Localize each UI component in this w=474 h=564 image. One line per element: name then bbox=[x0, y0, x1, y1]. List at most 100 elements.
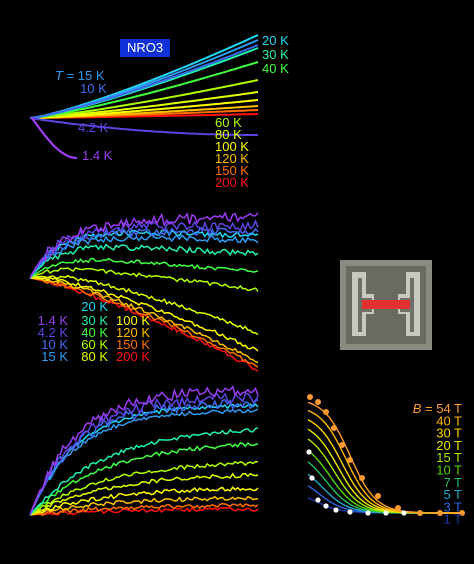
label-text: 80 K bbox=[215, 127, 242, 142]
label: 80 K bbox=[215, 127, 242, 142]
label-text: 10 K bbox=[41, 337, 68, 352]
label: 150 K bbox=[116, 337, 150, 352]
point bbox=[339, 442, 345, 448]
label-text: 20 K bbox=[262, 33, 289, 48]
label-symbol: T bbox=[55, 68, 67, 83]
label: 40 K bbox=[81, 325, 108, 340]
label: 4.2 K bbox=[38, 325, 69, 340]
label: 120 K bbox=[116, 325, 150, 340]
label: 200 K bbox=[215, 175, 249, 190]
label: 100 K bbox=[215, 139, 249, 154]
label-text: 30 K bbox=[81, 313, 108, 328]
curve bbox=[29, 243, 259, 279]
curve bbox=[29, 277, 259, 368]
label: 60 K bbox=[81, 337, 108, 352]
label: 20 K bbox=[262, 33, 289, 48]
label: 40 K bbox=[262, 61, 289, 76]
label-text: 20 K bbox=[81, 299, 108, 314]
point bbox=[315, 497, 321, 503]
label: 120 K bbox=[215, 151, 249, 166]
curve bbox=[29, 117, 258, 136]
label-text: 120 K bbox=[116, 325, 150, 340]
point bbox=[309, 475, 315, 481]
label-text: 30 K bbox=[262, 47, 289, 62]
label-text: 1.4 K bbox=[82, 148, 113, 163]
curve bbox=[29, 274, 259, 336]
point bbox=[347, 457, 353, 463]
label: 20 T bbox=[436, 438, 462, 453]
curve bbox=[29, 495, 259, 516]
point bbox=[395, 505, 401, 511]
sample-label: NRO3 bbox=[127, 40, 163, 55]
label-text: 30 T bbox=[436, 426, 462, 441]
curve bbox=[31, 117, 78, 160]
point bbox=[459, 510, 465, 516]
label-text: = 54 T bbox=[425, 401, 462, 416]
curve bbox=[29, 441, 259, 516]
curve bbox=[29, 79, 259, 119]
label-text: 4.2 K bbox=[38, 325, 69, 340]
curve bbox=[29, 398, 259, 516]
label: 150 K bbox=[215, 163, 249, 178]
curve bbox=[29, 211, 259, 279]
label: 3 T bbox=[443, 500, 462, 515]
label-text: 20 T bbox=[436, 438, 462, 453]
label: T = 15 K bbox=[55, 68, 105, 83]
label: 40 T bbox=[436, 414, 462, 429]
label: 20 K bbox=[81, 299, 108, 314]
label-text: 7 T bbox=[443, 475, 462, 490]
curve bbox=[29, 227, 259, 279]
label: 100 K bbox=[116, 313, 150, 328]
label-text: 5 T bbox=[443, 488, 462, 503]
label: 1.4 K bbox=[82, 148, 113, 163]
label-text: 80 K bbox=[81, 349, 108, 364]
label: B = 54 T bbox=[413, 401, 462, 416]
label-text: 100 K bbox=[116, 313, 150, 328]
label-text: 40 T bbox=[436, 414, 462, 429]
curve bbox=[29, 91, 259, 119]
label: 5 T bbox=[443, 488, 462, 503]
label-text: 15 K bbox=[41, 349, 68, 364]
point bbox=[365, 510, 371, 516]
label: 30 T bbox=[436, 426, 462, 441]
label-text: 100 K bbox=[215, 139, 249, 154]
label: 30 K bbox=[81, 313, 108, 328]
curve bbox=[29, 427, 259, 516]
point bbox=[323, 409, 329, 415]
point bbox=[306, 449, 312, 455]
point bbox=[347, 509, 353, 515]
point bbox=[383, 510, 389, 516]
point bbox=[359, 475, 365, 481]
label-text: 120 K bbox=[215, 151, 249, 166]
curve bbox=[30, 276, 259, 352]
point bbox=[333, 507, 339, 513]
curve bbox=[29, 277, 259, 364]
curve bbox=[29, 506, 259, 516]
label: 15 K bbox=[41, 349, 68, 364]
label: 1.4 K bbox=[38, 313, 69, 328]
curve bbox=[29, 385, 259, 516]
point bbox=[417, 510, 423, 516]
label: 15 T bbox=[436, 451, 462, 466]
label-symbol: B bbox=[413, 401, 425, 416]
curve bbox=[29, 460, 259, 516]
curve bbox=[29, 392, 259, 516]
point bbox=[401, 510, 407, 516]
point bbox=[307, 394, 313, 400]
label: 10 K bbox=[80, 81, 107, 96]
label-text: 4.2 K bbox=[78, 120, 109, 135]
label-text: 40 K bbox=[81, 325, 108, 340]
label-text: 1 T bbox=[443, 512, 462, 527]
point bbox=[331, 425, 337, 431]
curve bbox=[29, 472, 259, 516]
device-photo bbox=[340, 260, 432, 350]
label-text: 40 K bbox=[262, 61, 289, 76]
label: 60 K bbox=[215, 115, 242, 130]
label: 1 T bbox=[443, 512, 462, 527]
point bbox=[437, 510, 443, 516]
curve bbox=[29, 233, 259, 279]
curve bbox=[307, 401, 462, 514]
label-text: 150 K bbox=[215, 163, 249, 178]
curve bbox=[29, 503, 259, 517]
